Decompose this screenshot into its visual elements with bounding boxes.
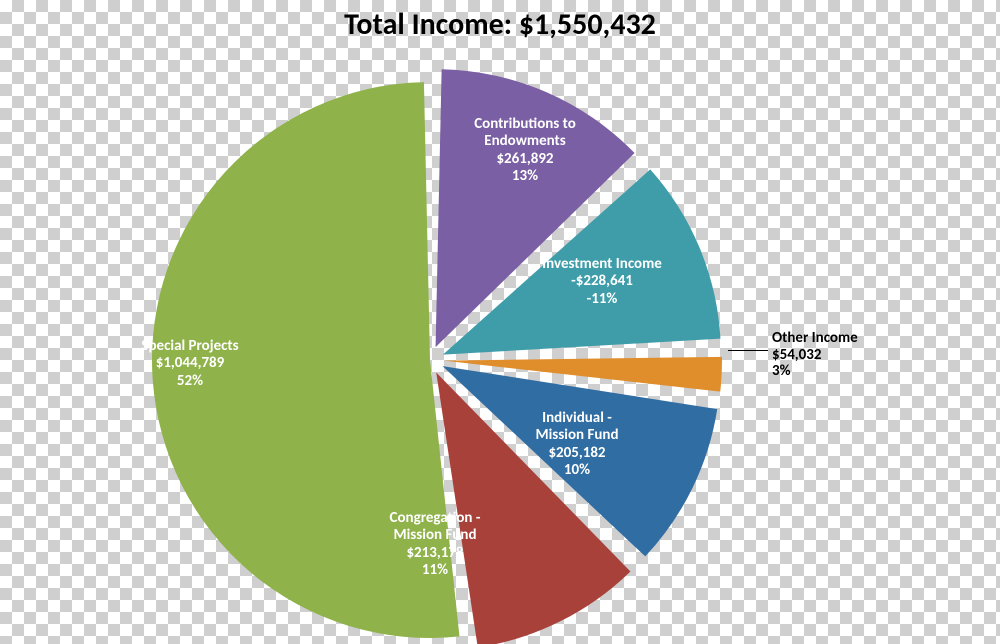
leader-line [728,350,768,351]
slice-label: Individual -Mission Fund$205,18210% [536,410,619,479]
pie-chart [0,0,1000,644]
external-label: Other Income$54,0323% [772,330,858,380]
slice-label: Contributions toEndowments$261,89213% [474,116,576,185]
slice-label: Investment Income-$228,641-11% [542,256,662,308]
slice-label: Special Projects$1,044,78952% [141,338,238,390]
chart-stage: { "title": { "text": "Total Income: $1,5… [0,0,1000,644]
slice-label: Congregation -Mission Fund$213,17811% [390,510,481,579]
